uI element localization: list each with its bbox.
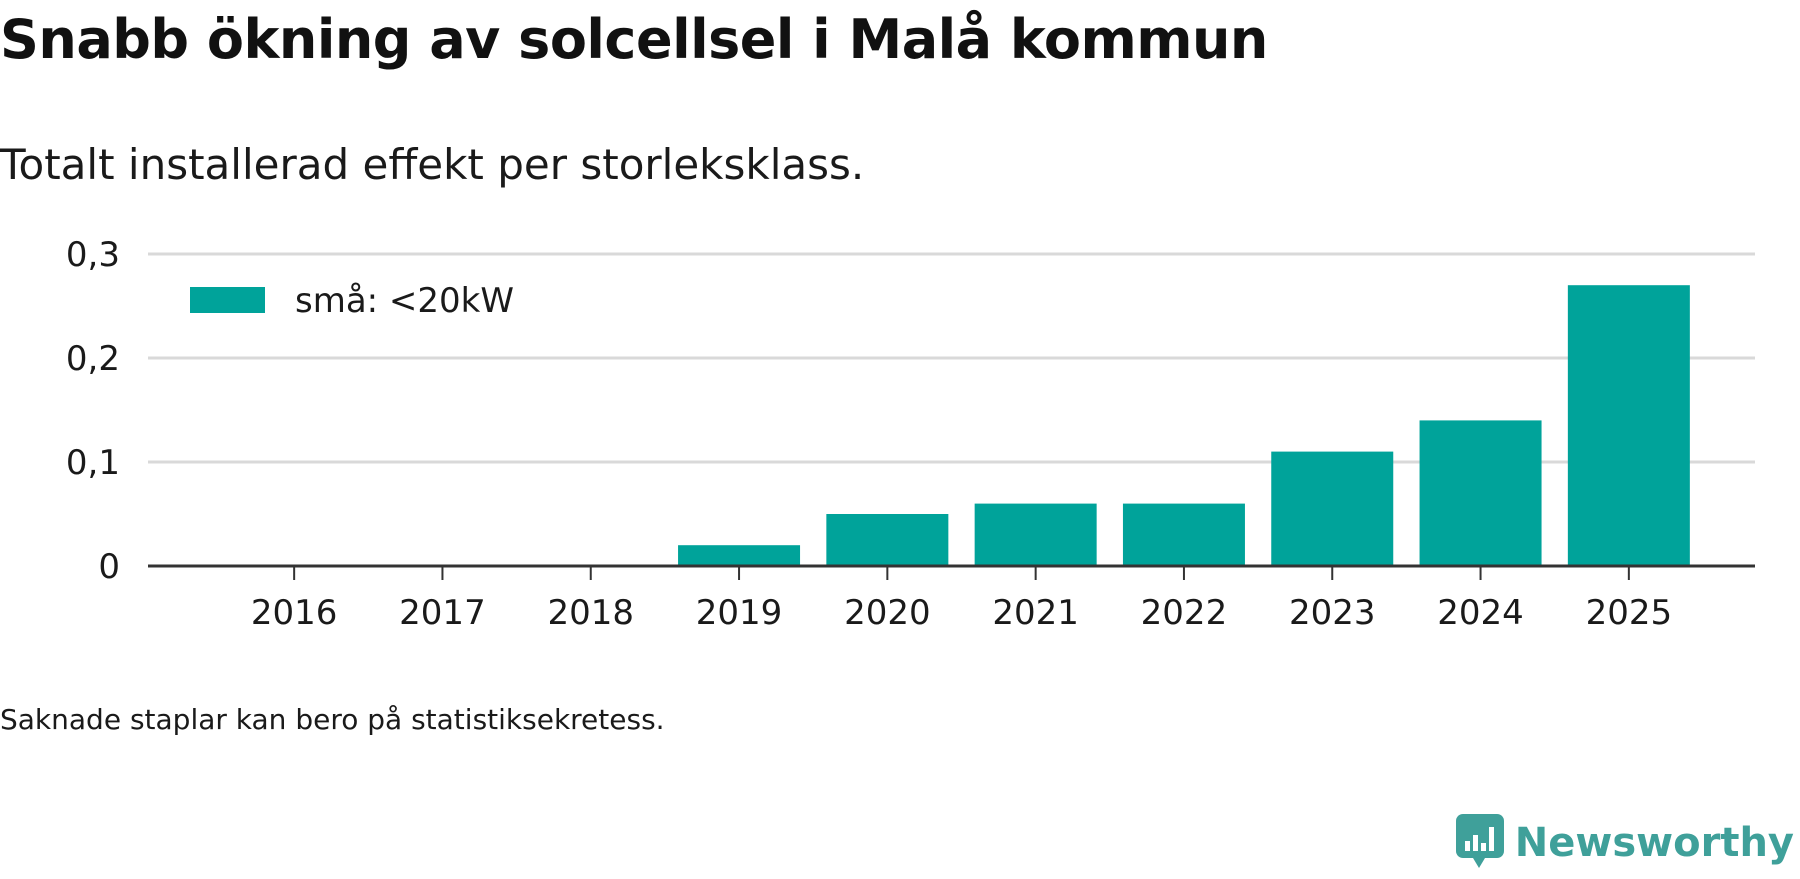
legend-label: små: <20kW: [295, 281, 514, 321]
legend-swatch: [190, 287, 265, 313]
x-tick-label: 2020: [844, 593, 931, 633]
x-tick-label: 2021: [992, 593, 1079, 633]
x-tick-label: 2019: [696, 593, 783, 633]
chart-subtitle: Totalt installerad effekt per storlekskl…: [0, 140, 865, 189]
y-tick-label: 0,3: [66, 235, 120, 275]
y-tick-label: 0,2: [66, 339, 120, 379]
x-tick-label: 2023: [1289, 593, 1376, 633]
x-tick-label: 2022: [1141, 593, 1228, 633]
y-tick-label: 0: [98, 547, 120, 587]
brand-logo[interactable]: Newsworthy: [1455, 813, 1794, 873]
bar-2025: [1567, 285, 1690, 566]
x-tick-label: 2024: [1437, 593, 1524, 633]
brand-name: Newsworthy: [1514, 820, 1794, 866]
y-axis-ticks: 0 0,1 0,2 0,3: [66, 235, 120, 587]
y-tick-label: 0,1: [66, 443, 120, 483]
bars: [678, 285, 1690, 566]
legend: små: <20kW: [190, 281, 514, 321]
bar-2020: [826, 514, 949, 566]
x-tick-label: 2016: [251, 593, 338, 633]
bar-2023: [1271, 451, 1394, 566]
chart-title: Snabb ökning av solcellsel i Malå kommun: [0, 8, 1268, 71]
bar-2021: [974, 503, 1097, 566]
bar-2024: [1419, 420, 1542, 566]
bar-2022: [1122, 503, 1245, 566]
bar-2019: [678, 545, 801, 566]
x-axis: 2016 2017 2018 2019 2020 2021 2022 2023 2024 2025: [148, 564, 1755, 633]
footnote: Saknade staplar kan bero på statistiksek…: [0, 703, 665, 736]
bar-chart: 2016 2017 2018 2019 2020 2021 2022 2023 2024 2025…: [66, 235, 1755, 633]
x-tick-label: 2017: [399, 593, 486, 633]
x-tick-label: 2025: [1586, 593, 1673, 633]
x-tick-label: 2018: [547, 593, 634, 633]
newsworthy-logo-icon: [1455, 813, 1505, 873]
